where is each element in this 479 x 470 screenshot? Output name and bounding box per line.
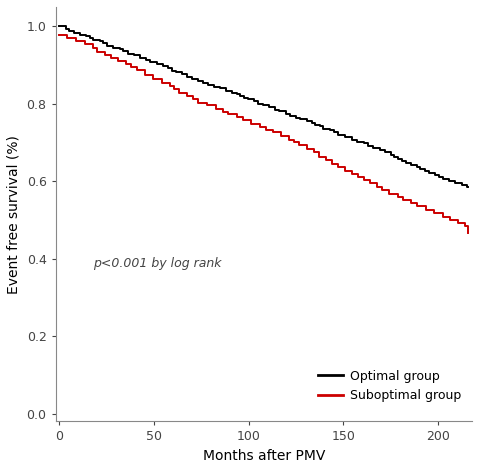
X-axis label: Months after PMV: Months after PMV	[203, 449, 325, 463]
Y-axis label: Event free survival (%): Event free survival (%)	[7, 135, 21, 294]
Legend: Optimal group, Suboptimal group: Optimal group, Suboptimal group	[313, 365, 466, 407]
Text: p<0.001 by log rank: p<0.001 by log rank	[93, 257, 222, 269]
